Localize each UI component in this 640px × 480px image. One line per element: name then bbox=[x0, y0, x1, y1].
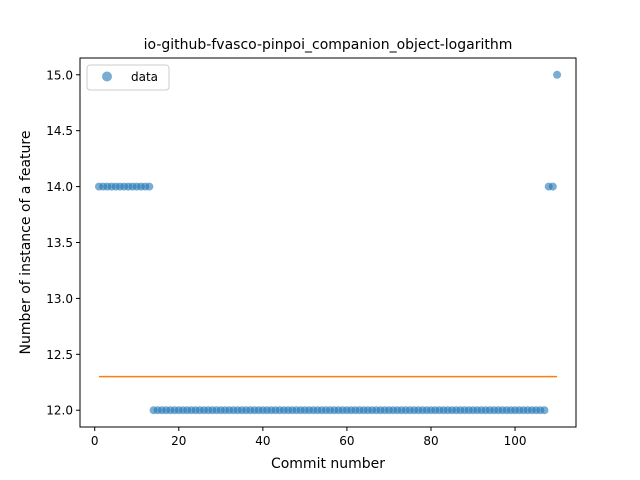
x-tick-label: 0 bbox=[91, 434, 99, 448]
y-tick-label: 14.0 bbox=[46, 180, 73, 194]
data-point bbox=[540, 406, 549, 415]
data-point bbox=[548, 182, 557, 191]
y-tick-label: 13.0 bbox=[46, 292, 73, 306]
legend-box bbox=[86, 64, 170, 91]
x-tick-label: 40 bbox=[255, 434, 270, 448]
y-axis-ticks: 12.0 12.5 13.0 13.5 14.0 14.5 15.0 bbox=[46, 68, 80, 418]
legend-label-data: data bbox=[131, 70, 158, 84]
x-tick-label: 80 bbox=[423, 434, 438, 448]
y-axis-label: Number of instance of a feature bbox=[18, 131, 34, 355]
data-points-layer bbox=[94, 70, 562, 415]
y-tick-label: 12.5 bbox=[46, 348, 73, 362]
plot-frame bbox=[79, 57, 577, 428]
chart-title: io-github-fvasco-pinpoi_companion_object… bbox=[144, 37, 513, 53]
x-tick-label: 100 bbox=[504, 434, 527, 448]
data-point bbox=[553, 70, 562, 79]
data-point bbox=[145, 182, 154, 191]
x-axis-ticks: 0 20 40 60 80 100 bbox=[91, 427, 527, 448]
x-axis-label: Commit number bbox=[271, 456, 385, 472]
y-tick-label: 12.0 bbox=[46, 404, 73, 418]
x-tick-label: 60 bbox=[339, 434, 354, 448]
plot-area: 0 20 40 60 80 100 12.0 12.5 13.0 13.5 14.0 14.5 15.… bbox=[46, 57, 577, 448]
legend-marker bbox=[102, 71, 112, 82]
x-tick-label: 20 bbox=[171, 434, 186, 448]
y-tick-label: 14.5 bbox=[46, 124, 73, 138]
legend: data bbox=[86, 64, 170, 91]
y-tick-label: 13.5 bbox=[46, 236, 73, 250]
y-tick-label: 15.0 bbox=[46, 68, 73, 82]
